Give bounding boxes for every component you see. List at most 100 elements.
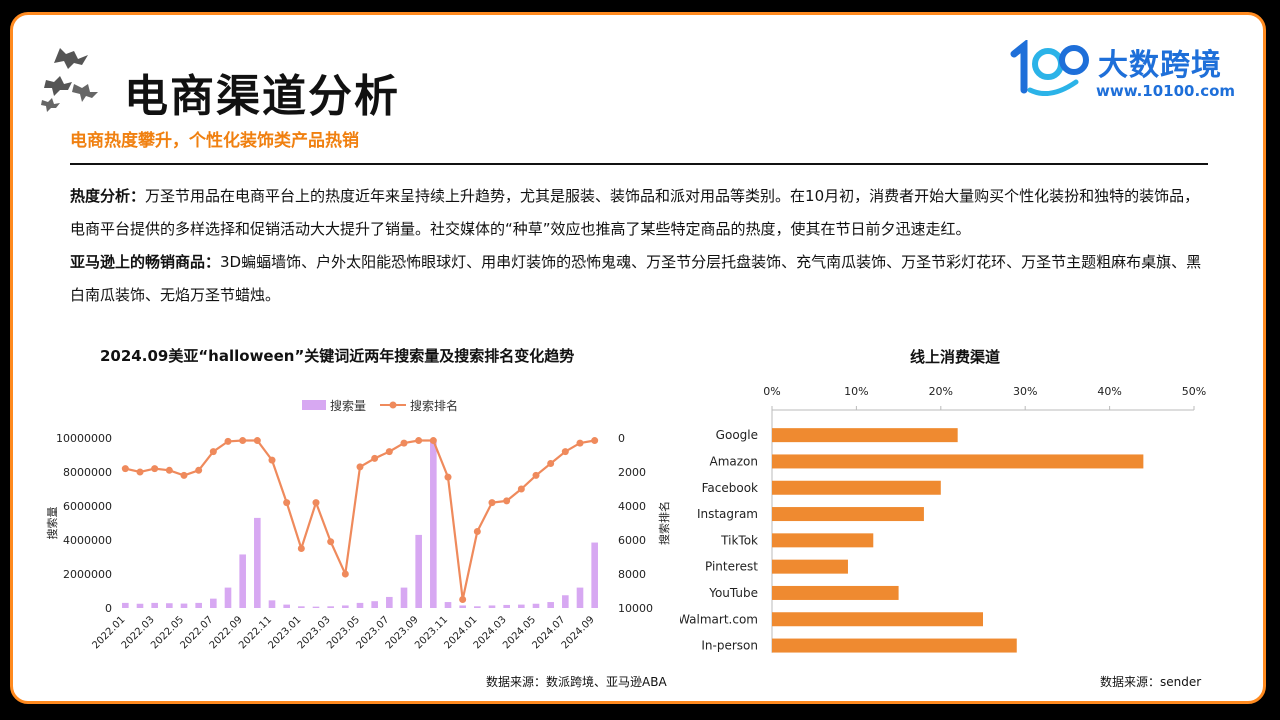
bar-search-volume <box>239 554 246 608</box>
point-search-rank <box>283 499 291 507</box>
point-search-rank <box>312 499 320 507</box>
point-search-rank <box>547 460 555 467</box>
logo: 大数跨境 www.10100.com <box>1008 40 1238 110</box>
paragraph-label: 亚马逊上的畅销商品： <box>70 253 221 271</box>
bar-search-volume <box>444 602 452 608</box>
category-label: Pinterest <box>705 560 758 574</box>
bar-channel <box>772 585 899 600</box>
bar-search-volume <box>562 595 569 608</box>
bar-search-volume <box>210 598 217 608</box>
y2-tick-label: 0 <box>618 432 625 445</box>
x-tick-label: 40% <box>1097 385 1121 398</box>
bar-search-volume <box>356 602 364 608</box>
point-search-rank <box>209 448 217 456</box>
y-tick-label: 6000000 <box>63 500 112 513</box>
bar-channel <box>772 559 848 574</box>
paragraph-label: 热度分析： <box>70 187 146 205</box>
point-search-rank <box>297 545 305 552</box>
x-tick-label: 50% <box>1182 385 1206 398</box>
page-subtitle: 电商热度攀升，个性化装饰类产品热销 <box>70 131 359 151</box>
bar-search-volume <box>254 517 261 608</box>
bar-search-volume <box>430 441 437 608</box>
channel-chart: 0% 10% 20% 30% 40% 50% Google Amazon Facebook Ins… <box>680 385 1206 653</box>
category-label: In-person <box>701 639 758 653</box>
point-search-rank <box>576 439 584 447</box>
right-source: 数据来源：sender <box>1100 675 1202 689</box>
x-tick-label: 20% <box>929 385 953 398</box>
category-label: YouTube <box>708 586 758 600</box>
bat-icon <box>41 48 98 112</box>
y-tick-label: 10000000 <box>56 432 112 445</box>
bar-search-volume <box>195 602 202 608</box>
legend-marker-search-rank <box>389 401 397 409</box>
y-tick-label: 8000000 <box>63 466 112 479</box>
x-tick-label: 30% <box>1013 385 1037 398</box>
bar-search-volume <box>591 542 598 608</box>
point-search-rank <box>444 473 452 481</box>
page-title: 电商渠道分析 <box>124 71 400 122</box>
category-label: Facebook <box>702 481 758 495</box>
point-search-rank <box>503 497 511 505</box>
bar-channel <box>772 428 958 443</box>
x-tick-label: 10% <box>844 385 868 398</box>
bar-channel <box>772 638 1017 653</box>
bar-search-volume <box>283 604 290 608</box>
paragraph-text: 万圣节用品在电商平台上的热度近年来呈持续上升趋势，尤其是服装、装饰品和派对用品等… <box>70 187 1200 238</box>
category-label: Walmart.com <box>680 612 758 626</box>
bar-search-volume <box>503 604 510 608</box>
bar-search-volume <box>342 605 349 608</box>
point-search-rank <box>239 437 247 445</box>
paragraph-heat-analysis: 热度分析：万圣节用品在电商平台上的热度近年来呈持续上升趋势，尤其是服装、装饰品和… <box>70 180 1210 246</box>
bar-search-volume <box>547 602 554 608</box>
point-search-rank <box>400 439 408 447</box>
x-tick-label: 2024.09 <box>560 614 597 651</box>
bar-search-volume <box>224 587 232 608</box>
point-search-rank <box>591 437 599 445</box>
logo-url: www.10100.com <box>1096 82 1236 100</box>
point-search-rank <box>165 466 173 474</box>
bar-search-volume <box>532 603 540 608</box>
point-search-rank <box>356 463 364 471</box>
y-tick-label: 0 <box>105 602 112 615</box>
point-search-rank <box>121 465 129 473</box>
y2-tick-label: 6000 <box>618 534 646 547</box>
point-search-rank <box>180 471 188 479</box>
category-label: Instagram <box>697 507 758 521</box>
bar-search-volume <box>136 603 144 608</box>
legend-swatch-search-volume <box>302 400 326 410</box>
point-search-rank <box>327 538 335 546</box>
y2-tick-label: 4000 <box>618 500 646 513</box>
y2-tick-label: 8000 <box>618 568 646 581</box>
bar-search-volume <box>400 587 408 608</box>
category-label: Amazon <box>710 454 759 468</box>
point-search-rank <box>371 454 379 462</box>
bar-channel <box>772 533 874 548</box>
divider <box>70 163 1208 165</box>
bar-search-volume <box>151 602 158 608</box>
category-label: Google <box>716 428 758 442</box>
point-search-rank <box>561 448 569 456</box>
point-search-rank <box>151 465 159 473</box>
bar-search-volume <box>180 603 188 608</box>
bar-search-volume <box>386 596 393 608</box>
category-label: TikTok <box>720 533 758 547</box>
bar-search-volume <box>122 602 129 608</box>
y2-tick-label: 10000 <box>618 602 653 615</box>
bar-search-volume <box>327 606 334 608</box>
bar-search-volume <box>459 605 466 608</box>
point-search-rank <box>136 468 144 476</box>
point-search-rank <box>224 437 232 445</box>
legend-label-search-volume: 搜索量 <box>330 398 366 413</box>
x-tick-label: 0% <box>763 385 780 398</box>
right-chart-title: 线上消费渠道 <box>910 348 1001 366</box>
bar-search-volume <box>576 587 584 608</box>
left-chart-title: 2024.09美亚“halloween”关键词近两年搜索量及搜索排名变化趋势 <box>100 347 575 365</box>
bar-search-volume <box>488 605 496 608</box>
point-search-rank <box>459 596 467 603</box>
y-axis-label: 搜索量 <box>45 507 59 540</box>
slide-frame <box>10 12 1266 704</box>
legend-label-search-rank: 搜索排名 <box>410 398 458 413</box>
point-search-rank <box>253 437 261 445</box>
bar-channel <box>772 454 1144 469</box>
point-search-rank <box>429 437 437 445</box>
